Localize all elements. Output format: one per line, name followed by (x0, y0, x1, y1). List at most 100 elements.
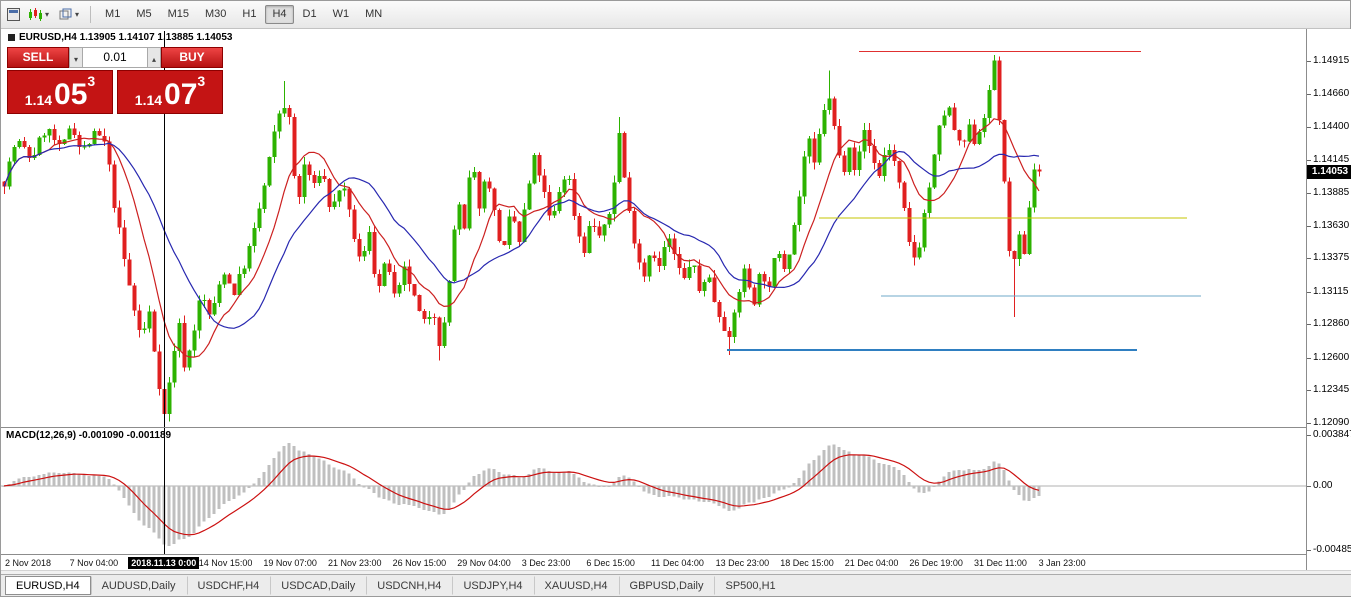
time-axis-label: 26 Nov 15:00 (392, 558, 447, 568)
sell-button[interactable]: SELL (7, 47, 69, 68)
time-axis[interactable]: 2 Nov 2018 7 Nov 04:00 2018.11.13 0:00 14 N… (1, 554, 1306, 570)
chevron-up-icon: ▴ (151, 55, 156, 64)
indicators-button[interactable]: ▾ (54, 5, 84, 24)
volume-input[interactable]: 0.01 (83, 47, 147, 68)
toolbar-separator (90, 6, 92, 23)
price-axis-label: 1.13885 (1313, 187, 1350, 199)
chart-tab-eurusd-h4[interactable]: EURUSD,H4 (5, 576, 91, 595)
trade-panel-controls: SELL ▾ 0.01 ▴ BUY (7, 47, 223, 68)
time-axis-label: 11 Dec 04:00 (651, 558, 704, 568)
chart-tab-usdcad-daily[interactable]: USDCAD,Daily (270, 576, 366, 595)
price-axis-tick (1307, 127, 1311, 129)
chevron-down-icon: ▾ (75, 9, 80, 19)
window-icon (7, 8, 20, 21)
price-axis-label: 1.12600 (1313, 351, 1350, 363)
timeframe-button-d1[interactable]: D1 (302, 8, 317, 20)
timeframe-button-m5[interactable]: M5 (136, 8, 152, 20)
chart-tab-audusd-daily[interactable]: AUDUSD,Daily (90, 576, 187, 595)
price-axis-label: 1.14915 (1313, 55, 1350, 66)
time-axis-label: 18 Dec 15:00 (780, 558, 834, 568)
price-axis-label: 1.14400 (1313, 121, 1350, 133)
macd-axis-tick (1307, 435, 1311, 436)
sell-price-sup: 3 (87, 73, 96, 89)
timeframe-button-m30[interactable]: M30 (205, 8, 227, 20)
chart-tab-gbpusd-daily[interactable]: GBPUSD,Daily (618, 576, 715, 595)
buy-price-sup: 3 (197, 73, 206, 89)
macd-axis-tick (1307, 485, 1311, 487)
timeframe-button-w1[interactable]: W1 (332, 8, 350, 20)
macd-indicator-canvas[interactable] (1, 427, 1306, 554)
price-axis-tick (1307, 357, 1311, 359)
price-axis-label: 1.12090 (1313, 417, 1350, 429)
chart-symbol-icon (8, 34, 15, 41)
time-axis-label: 29 Nov 04:00 (457, 558, 511, 568)
price-axis[interactable]: 1.14915 1.14660 1.14400 1.14145 1.13885 1.136… (1306, 29, 1351, 570)
price-axis-tick (1307, 258, 1311, 260)
time-axis-label: 7 Nov 04:00 (69, 558, 119, 568)
sell-price-display[interactable]: 1.14 05 3 (7, 70, 113, 114)
ohlc-text: EURUSD,H4 1.13905 1.14107 1.13885 1.1405… (19, 32, 233, 43)
price-axis-tick (1307, 324, 1311, 326)
timeframe-button-mn[interactable]: MN (365, 8, 383, 20)
time-axis-label-highlighted: 2018.11.13 0:00 (128, 557, 200, 569)
price-axis-tick (1307, 193, 1311, 195)
time-axis-label: 3 Jan 23:00 (1038, 558, 1086, 568)
sell-price-prefix: 1.14 (24, 92, 53, 108)
chart-tab-xauusd-h4[interactable]: XAUUSD,H4 (533, 576, 619, 595)
timeframe-button-h4[interactable]: H4 (265, 5, 294, 24)
toolbar: ▾ ▾ M1 M5 M15 M30 H1 H4 D1 W1 MN (1, 1, 1350, 29)
time-axis-label: 31 Dec 11:00 (974, 558, 1027, 568)
time-axis-label: 21 Dec 04:00 (844, 558, 899, 568)
macd-axis-tick (1307, 550, 1311, 551)
sell-price-big: 05 (54, 78, 88, 111)
buy-button[interactable]: BUY (161, 47, 223, 68)
horizontal-scrollbar[interactable] (1, 570, 1351, 576)
chevron-down-icon: ▾ (45, 9, 50, 19)
price-axis-tick (1307, 423, 1311, 425)
chart-tabs-bar: EURUSD,H4 AUDUSD,Daily USDCHF,H4 USDCAD,Dai… (1, 574, 1351, 596)
price-axis-label: 1.12345 (1313, 384, 1350, 396)
price-axis-tick (1307, 291, 1311, 293)
time-axis-label: 6 Dec 15:00 (586, 558, 635, 568)
price-axis-tick (1307, 93, 1311, 95)
macd-axis-label: 0.00 (1313, 479, 1333, 491)
time-axis-label: 26 Dec 19:00 (909, 558, 963, 568)
macd-axis-label: -0.004856 (1313, 544, 1351, 555)
trade-panel-prices: 1.14 05 3 1.14 07 3 (7, 70, 223, 114)
time-axis-label: 3 Dec 23:00 (521, 558, 571, 568)
indicators-icon (59, 8, 72, 20)
price-axis-label: 1.13630 (1313, 219, 1350, 231)
chart-tab-sp500-h1[interactable]: SP500,H1 (714, 576, 786, 595)
candlestick-chart-icon (29, 8, 42, 21)
buy-price-prefix: 1.14 (134, 92, 163, 108)
macd-axis-label: 0.003847 (1313, 429, 1351, 440)
price-axis-tick (1307, 159, 1311, 161)
timeframe-button-h1[interactable]: H1 (242, 8, 257, 20)
time-axis-label: 19 Nov 07:00 (263, 558, 317, 568)
price-axis-label: 1.14145 (1313, 153, 1350, 165)
volume-stepper[interactable]: ▴ (147, 47, 161, 68)
price-axis-tick (1307, 225, 1311, 227)
chart-tab-usdjpy-h4[interactable]: USDJPY,H4 (452, 576, 533, 595)
current-price-badge: 1.14053 (1307, 164, 1351, 179)
chart-region: EURUSD,H4 1.13905 1.14107 1.13885 1.1405… (1, 29, 1351, 576)
chart-title: EURUSD,H4 1.13905 1.14107 1.13885 1.1405… (8, 32, 233, 43)
timeframe-button-m1[interactable]: M1 (105, 8, 121, 20)
chevron-down-icon: ▾ (73, 55, 78, 64)
time-axis-label: 13 Dec 23:00 (715, 558, 770, 568)
price-axis-label: 1.13375 (1313, 252, 1350, 264)
timeframe-buttons: M1 M5 M15 M30 H1 H4 D1 W1 MN (97, 5, 390, 24)
chart-tab-usdchf-h4[interactable]: USDCHF,H4 (186, 576, 271, 595)
price-axis-tick (1307, 390, 1311, 392)
time-axis-label: 2 Nov 2018 (5, 558, 52, 568)
price-axis-label: 1.13115 (1313, 285, 1349, 297)
chart-tab-usdcnh-h4[interactable]: USDCNH,H4 (366, 576, 452, 595)
volume-dropdown-button[interactable]: ▾ (69, 47, 83, 68)
chart-type-button[interactable]: ▾ (23, 5, 54, 24)
buy-price-display[interactable]: 1.14 07 3 (117, 70, 223, 114)
timeframe-button-m15[interactable]: M15 (167, 8, 189, 20)
price-axis-label: 1.14660 (1313, 87, 1350, 99)
price-axis-tick (1307, 61, 1311, 62)
macd-label: MACD(12,26,9) -0.001090 -0.001189 (6, 430, 172, 441)
